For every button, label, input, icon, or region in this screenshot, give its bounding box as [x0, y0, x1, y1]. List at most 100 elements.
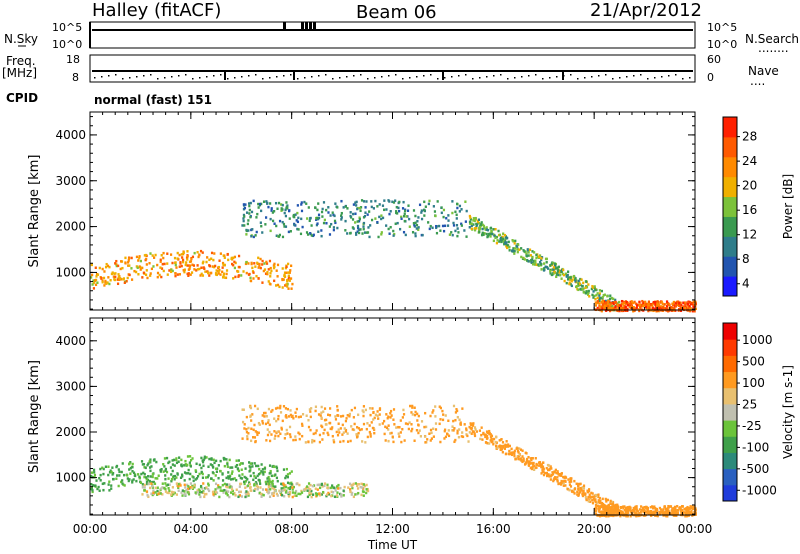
power-cell [359, 228, 362, 231]
velocity-cell [215, 459, 218, 463]
velocity-cell [245, 430, 249, 434]
velocity-cell [605, 514, 608, 518]
power-cell [609, 305, 613, 308]
power-cell [330, 222, 333, 226]
power-cell [429, 224, 432, 228]
velocity-cell [314, 409, 317, 413]
power-cell [687, 307, 690, 310]
velocity-cell [452, 429, 455, 432]
power-cell [454, 229, 457, 233]
power-cell [413, 223, 416, 227]
velocity-cell [238, 490, 241, 494]
power-cell [201, 251, 204, 254]
power-cell [507, 240, 510, 244]
nave-dot [388, 75, 390, 77]
nave-dot [626, 76, 628, 78]
velocity-cell [447, 434, 451, 438]
velocity-cell [194, 478, 197, 481]
power-cell [632, 306, 635, 309]
velocity-cell [121, 479, 124, 482]
velocity-cell [606, 511, 609, 515]
nave-dot [395, 74, 397, 76]
velocity-cell [533, 464, 536, 468]
velocity-cell [527, 460, 530, 463]
power-cell [486, 228, 490, 232]
velocity-cell [164, 477, 167, 481]
velocity-cell [131, 481, 134, 484]
power-cell [274, 201, 278, 205]
velocity-cell [568, 483, 572, 486]
power-cell [651, 304, 654, 308]
velocity-cell [304, 488, 307, 491]
velocity-cell [117, 468, 120, 471]
velocity-cell [297, 431, 300, 435]
velocity-cell [150, 492, 153, 495]
velocity-cell [256, 407, 259, 411]
velocity-cell [275, 476, 279, 480]
power-cell [689, 307, 692, 310]
power-cell [520, 247, 523, 250]
power-cell [260, 209, 263, 213]
velocity-cell [189, 472, 192, 476]
velocity-cell [362, 410, 365, 414]
velocity-cell [451, 429, 454, 432]
power-cell [317, 230, 320, 233]
velocity-cell [410, 423, 413, 426]
velocity-cell [560, 474, 563, 477]
velocity-cell [152, 480, 155, 484]
power-cell [252, 271, 255, 274]
power-cell [297, 228, 300, 231]
velocity-cell [229, 491, 233, 494]
power-cell [127, 261, 130, 264]
velocity-cell [293, 494, 296, 497]
power-cell [290, 287, 293, 290]
power-cell [400, 217, 403, 221]
nave-dot [633, 75, 635, 77]
velocity-cell [633, 510, 636, 514]
velocity-cell [251, 413, 254, 416]
power-cell [464, 200, 467, 203]
velocity-cell [505, 440, 508, 443]
power-cell [270, 207, 273, 210]
velocity-cell [334, 415, 337, 418]
power-cell [259, 221, 262, 224]
velocity-cell [597, 499, 600, 502]
velocity-cell [266, 428, 269, 431]
power-cell [635, 304, 639, 307]
velocity-cell [595, 501, 599, 504]
velocity-cell [195, 462, 198, 466]
velocity-cell [533, 468, 536, 472]
velocity-cell [473, 432, 476, 435]
velocity-cell [145, 480, 149, 484]
power-cell [284, 208, 287, 212]
velocity-colorbar-tick-label: 25 [742, 397, 757, 411]
noise-panel-frame [89, 21, 696, 49]
power-cell [354, 212, 357, 216]
nave-dot [549, 77, 551, 79]
velocity-cell [171, 469, 174, 473]
power-cell [470, 227, 473, 230]
velocity-cell [166, 491, 169, 495]
velocity-cell [226, 485, 229, 489]
power-cell [126, 276, 129, 280]
power-cell [115, 259, 118, 263]
velocity-cell [193, 484, 196, 487]
velocity-cell [173, 491, 176, 495]
power-cell [374, 199, 377, 203]
velocity-cell [658, 506, 661, 510]
velocity-cell [210, 458, 213, 461]
power-cell [525, 254, 528, 258]
velocity-cell [653, 505, 656, 508]
velocity-cell [273, 437, 276, 440]
velocity-cell [187, 492, 191, 496]
velocity-cell [300, 491, 304, 494]
power-cell [169, 270, 173, 274]
power-cell [517, 243, 520, 246]
power-cell [638, 300, 641, 304]
velocity-cell [685, 511, 688, 514]
power-cell [275, 234, 278, 238]
velocity-cell [500, 448, 504, 451]
power-cell [92, 281, 95, 285]
velocity-cell [473, 434, 477, 438]
power-cell [503, 242, 506, 246]
